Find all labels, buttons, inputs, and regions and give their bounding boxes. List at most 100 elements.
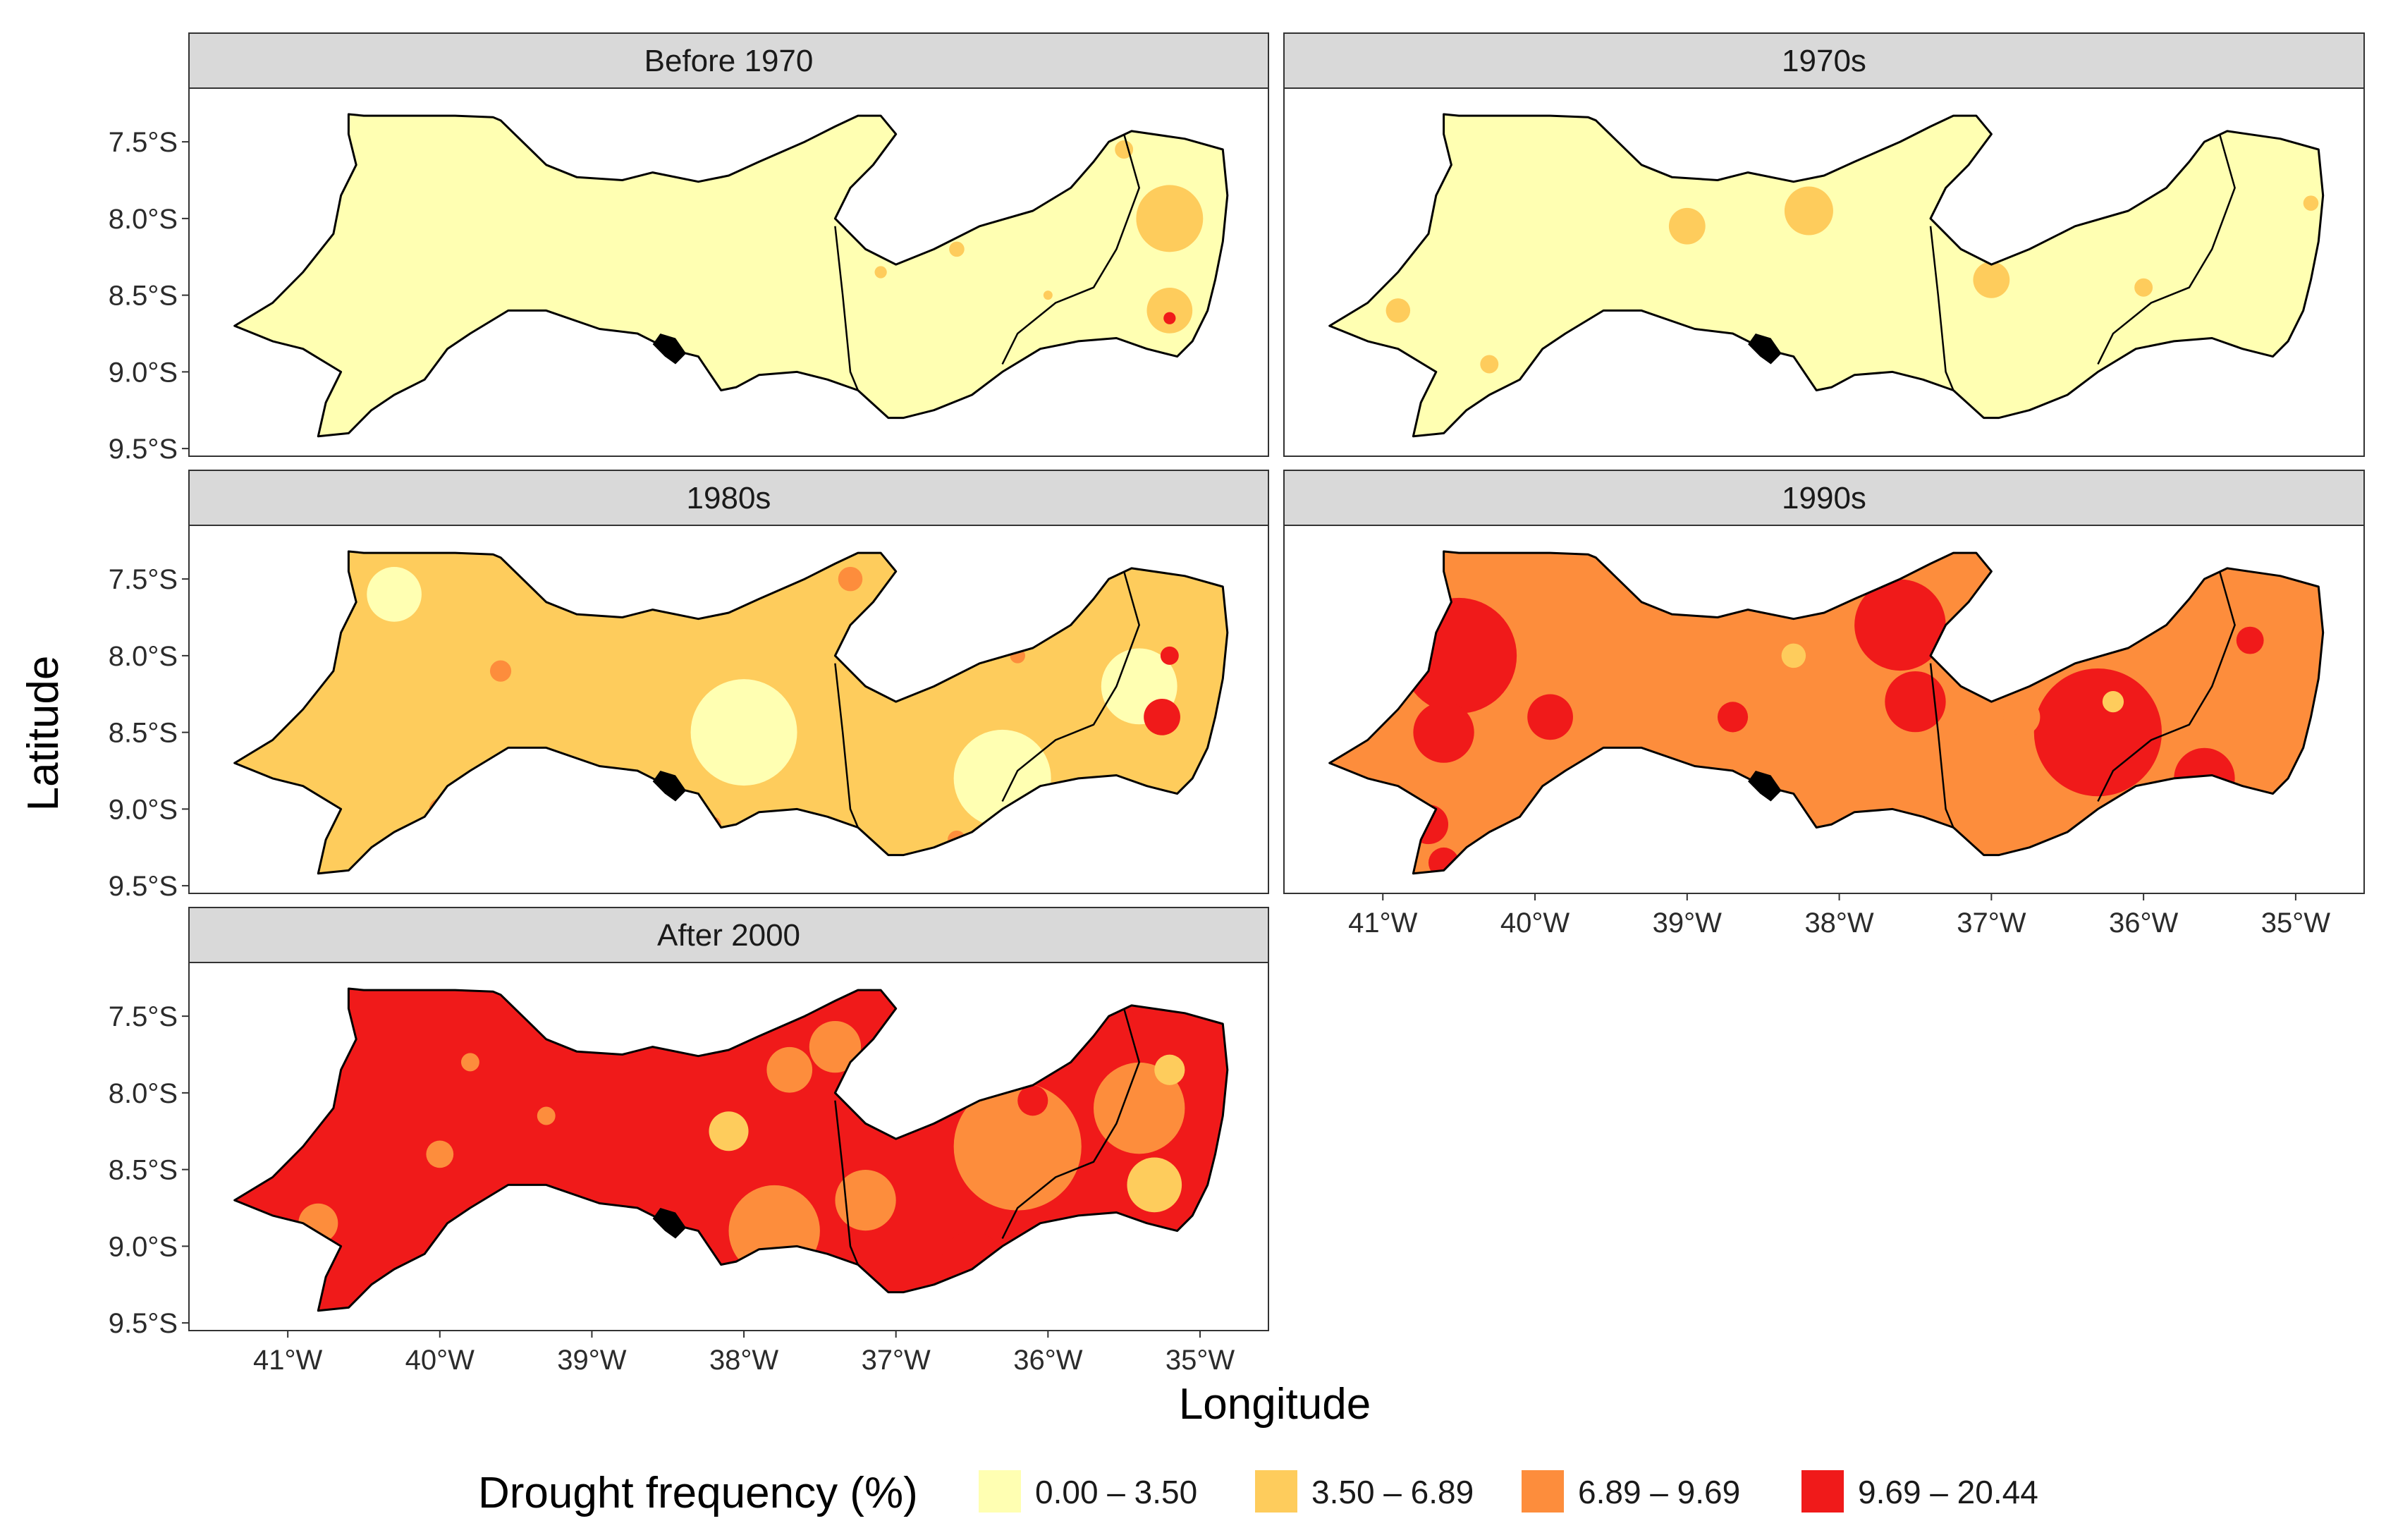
panel-strip	[188, 470, 1269, 526]
legend: Drought frequency (%) 0.00 – 3.50 3.50 –…	[478, 1469, 2038, 1517]
lon-tick-label: 39°W	[1653, 908, 1722, 939]
drought-patch	[1146, 288, 1193, 334]
internal-border	[1001, 1008, 1141, 1240]
internal-border	[1929, 226, 1954, 391]
legend-swatch-2	[1522, 1470, 1564, 1512]
drought-surface	[1329, 551, 2323, 874]
drought-patch	[1885, 671, 1946, 733]
legend-label-1: 3.50 – 6.89	[1311, 1474, 1474, 1510]
lat-tick-label: 9.5°S	[109, 434, 178, 465]
drought-patch	[2134, 278, 2153, 297]
lat-tick-label: 9.0°S	[109, 1231, 178, 1262]
drought-patch	[489, 660, 512, 682]
drought-patch	[2003, 698, 2041, 735]
map-panel-4: After 2000	[188, 907, 1269, 1331]
drought-patch	[1784, 186, 1833, 236]
drought-patch	[2102, 691, 2124, 713]
drought-patch	[1017, 1085, 1048, 1116]
drought-patch	[1527, 694, 1573, 740]
drought-patch	[1154, 1054, 1185, 1085]
drought-patch	[766, 1046, 813, 1093]
lon-tick-label: 36°W	[1013, 1345, 1082, 1376]
drought-patch	[835, 1169, 896, 1231]
panel-title: 1980s	[687, 481, 771, 515]
internal-border	[2097, 570, 2236, 802]
drought-patch	[1136, 185, 1204, 252]
drought-patch	[2303, 195, 2319, 211]
lat-tick-label: 8.0°S	[109, 1078, 178, 1109]
drought-patch	[838, 566, 863, 592]
panel-strip	[1283, 32, 2365, 89]
drought-patch	[709, 1111, 749, 1151]
drought-patch	[1160, 646, 1179, 665]
legend-label-3: 9.69 – 20.44	[1858, 1474, 2038, 1510]
internal-border	[1001, 133, 1141, 365]
lon-tick-label: 41°W	[1348, 908, 1417, 939]
lon-tick-label: 37°W	[1957, 908, 2026, 939]
internal-border	[834, 1100, 859, 1265]
map-panel-0: Before 1970	[188, 32, 1269, 457]
reservoir-shape	[652, 334, 687, 365]
state-outline	[1328, 113, 2325, 438]
legend-label-0: 0.00 – 3.50	[1035, 1474, 1197, 1510]
state-outline	[1328, 550, 2325, 875]
drought-patch	[874, 266, 887, 279]
lat-tick-label: 9.0°S	[109, 357, 178, 388]
axes-layer: 7.5°S 8.0°S 8.5°S 9.0°S 9.5°S 7.5°S 8.0°S 8.5°S…	[109, 127, 2331, 1376]
state-fill	[234, 114, 1228, 436]
reservoir-shape	[1748, 334, 1782, 365]
map-panel-2: 1980s	[188, 470, 1269, 894]
lon-tick-label: 35°W	[1166, 1345, 1235, 1376]
drought-patch	[1144, 698, 1180, 735]
reservoir-shape	[1748, 771, 1782, 802]
internal-border	[2097, 133, 2236, 365]
lat-tick-label: 8.0°S	[109, 204, 178, 235]
drought-patch	[1043, 291, 1053, 300]
lon-tick-label: 35°W	[2261, 908, 2330, 939]
drought-patch	[426, 1140, 454, 1168]
state-outline	[233, 113, 1229, 438]
drought-patch	[2033, 668, 2162, 797]
lat-tick-label: 7.5°S	[109, 564, 178, 595]
internal-border	[1001, 570, 1141, 802]
lon-tick-label: 40°W	[1500, 908, 1570, 939]
drought-patch	[953, 1082, 1082, 1211]
drought-patch	[1717, 702, 1749, 733]
lat-tick-label: 7.5°S	[109, 127, 178, 158]
lat-tick-label: 8.5°S	[109, 1155, 178, 1186]
drought-patch	[1781, 643, 1806, 668]
panel-strip	[188, 907, 1269, 963]
legend-swatch-0	[979, 1470, 1021, 1512]
drought-patch	[1385, 298, 1411, 323]
drought-patch	[1973, 261, 2010, 298]
internal-border	[834, 663, 859, 828]
drought-patch	[2236, 626, 2264, 654]
drought-patch	[460, 1053, 479, 1072]
y-axis-title: Latitude	[19, 656, 68, 812]
drought-patch	[1127, 1157, 1182, 1213]
lat-tick-label: 9.5°S	[109, 871, 178, 902]
lat-tick-label: 7.5°S	[109, 1001, 178, 1032]
legend-swatch-1	[1255, 1470, 1297, 1512]
lon-tick-label: 36°W	[2109, 908, 2178, 939]
panel-strip	[1283, 470, 2365, 526]
map-panel-3: 1990s	[1283, 470, 2365, 894]
lat-tick-label: 9.0°S	[109, 794, 178, 825]
drought-patch	[367, 567, 422, 622]
drought-surface	[1329, 114, 2323, 436]
state-fill	[1329, 114, 2323, 436]
internal-border	[834, 226, 859, 391]
legend-title: Drought frequency (%)	[478, 1469, 918, 1517]
drought-patch	[690, 679, 797, 786]
lon-tick-label: 38°W	[1804, 908, 1873, 939]
drought-patch	[1094, 1062, 1185, 1154]
drought-patch	[1163, 312, 1176, 324]
legend-swatch-3	[1801, 1470, 1844, 1512]
drought-patch	[537, 1106, 556, 1125]
lon-tick-label: 38°W	[709, 1345, 778, 1376]
internal-border	[1929, 663, 1954, 828]
legend-label-2: 6.89 – 9.69	[1578, 1474, 1740, 1510]
drought-surface	[234, 989, 1228, 1311]
state-fill	[1329, 551, 2323, 874]
